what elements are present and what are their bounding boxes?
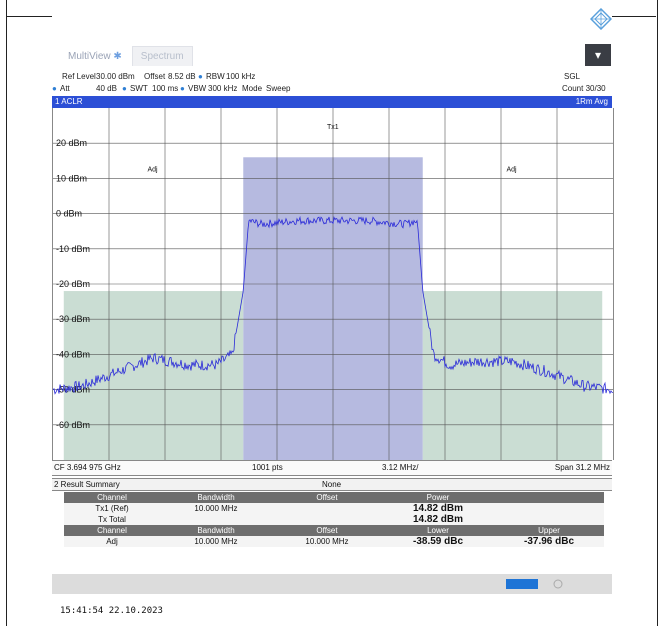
- rbw-value[interactable]: 100 kHz: [226, 72, 256, 81]
- plot-footer: CF 3.694 975 GHz 1001 pts 3.12 MHz/ Span…: [52, 460, 612, 476]
- sgl-indicator: SGL: [564, 72, 581, 81]
- document-frame: [6, 0, 658, 626]
- y-tick-label: -10 dBm: [56, 244, 90, 254]
- table-cell: Channel: [64, 525, 160, 536]
- y-tick-label: 10 dBm: [56, 173, 87, 183]
- tab-star-icon: ✱: [113, 51, 122, 62]
- table-row: Adj 10.000 MHz 10.000 MHz -38.59 dBc -37.96 …: [64, 536, 604, 547]
- adj-channel-band: [422, 291, 603, 460]
- view-tabs: MultiView ✱ Spectrum: [60, 44, 195, 66]
- vbw-value[interactable]: 300 kHz: [208, 84, 238, 93]
- adj-channel-band: [63, 291, 244, 460]
- mode-value[interactable]: Sweep: [266, 84, 291, 93]
- tx-channel-label: Tx1: [327, 124, 339, 131]
- spectrum-trace-line: [53, 215, 613, 395]
- swt-value[interactable]: 100 ms: [152, 84, 179, 93]
- aclr-window-title-bar[interactable]: 1 ACLR 1Rm Avg: [52, 96, 612, 108]
- swt-dot-icon: ●: [122, 84, 127, 93]
- table-cell: Bandwidth: [160, 492, 272, 503]
- table-cell: Tx1 (Ref): [64, 503, 160, 514]
- rbw-label: RBW: [206, 72, 225, 81]
- window-title: 1 ACLR: [55, 97, 83, 106]
- frequency-per-division: 3.12 MHz/: [382, 463, 419, 472]
- table-cell: Power: [382, 492, 494, 503]
- adj-channel-label-left: Adj: [148, 166, 159, 173]
- tab-multiview[interactable]: MultiView ✱: [68, 51, 122, 62]
- table-row: Tx1 (Ref) 10.000 MHz 14.82 dBm: [64, 503, 604, 514]
- y-tick-label: -30 dBm: [56, 314, 90, 324]
- table-cell: Adj: [64, 536, 160, 547]
- table-cell: 14.82 dBm: [382, 503, 494, 514]
- sweep-count: Count 30/30: [562, 84, 606, 93]
- sweep-points: 1001 pts: [252, 463, 283, 472]
- y-tick-label: 20 dBm: [56, 138, 87, 148]
- table-cell: Tx Total: [64, 514, 160, 525]
- table-header-row: Channel Bandwidth Offset Lower Upper: [64, 525, 604, 536]
- y-tick-label: -40 dBm: [56, 349, 90, 359]
- table-cell: 10.000 MHz: [160, 503, 272, 514]
- att-dot-icon: ●: [52, 84, 57, 93]
- offset-label: Offset: [144, 72, 166, 81]
- table-row: Tx Total 14.82 dBm: [64, 514, 604, 525]
- table-cell: 14.82 dBm: [382, 514, 494, 525]
- table-cell: Offset: [272, 525, 382, 536]
- table-cell: [272, 514, 382, 525]
- table-cell: 10.000 MHz: [160, 536, 272, 547]
- table-cell: [494, 514, 604, 525]
- table-cell: -37.96 dBc: [494, 536, 604, 547]
- rohde-schwarz-logo-icon: [590, 8, 612, 30]
- trace-mode-badge: 1Rm Avg: [575, 97, 608, 106]
- y-tick-label: 0 dBm: [56, 209, 82, 219]
- table-cell: Offset: [272, 492, 382, 503]
- y-tick-label: -20 dBm: [56, 279, 90, 289]
- table-cell: Bandwidth: [160, 525, 272, 536]
- table-cell: Channel: [64, 492, 160, 503]
- table-cell: 10.000 MHz: [272, 536, 382, 547]
- spectrum-svg: 20 dBm 10 dBm 0 dBm -10 dBm -20 dBm -30 dBm -4…: [53, 108, 613, 460]
- swt-label: SWT: [130, 84, 148, 93]
- table-cell: [494, 492, 604, 503]
- vbw-dot-icon: ●: [180, 84, 185, 93]
- result-summary-mode: None: [322, 480, 342, 489]
- adj-channel-label-right: Adj: [506, 166, 517, 173]
- table-cell: [272, 503, 382, 514]
- result-summary-header[interactable]: 2 Result Summary None: [52, 478, 612, 491]
- result-table: Channel Bandwidth Offset Power Tx1 (Ref) 10.0…: [64, 492, 604, 547]
- offset-value[interactable]: 8.52 dB: [168, 72, 196, 81]
- mode-label: Mode: [242, 84, 263, 93]
- table-cell: Upper: [494, 525, 604, 536]
- att-label: Att: [60, 84, 70, 93]
- table-cell: -38.59 dBc: [382, 536, 494, 547]
- y-tick-label: -60 dBm: [56, 420, 90, 430]
- ref-level-value[interactable]: 30.00 dBm: [96, 72, 135, 81]
- result-summary-title: 2 Result Summary: [54, 480, 120, 489]
- att-value[interactable]: 40 dB: [96, 84, 117, 93]
- ref-level-label: Ref Level: [62, 72, 96, 81]
- rbw-dot-icon: ●: [198, 72, 203, 81]
- progress-indicator: [506, 579, 538, 589]
- center-frequency: CF 3.694 975 GHz: [54, 463, 121, 472]
- frequency-span: Span 31.2 MHz: [554, 463, 610, 472]
- table-cell: [160, 514, 272, 525]
- result-summary-panel: 2 Result Summary None Channel Bandwidth Of…: [52, 478, 612, 574]
- table-header-row: Channel Bandwidth Offset Power: [64, 492, 604, 503]
- status-bar: [52, 574, 612, 594]
- status-icon: [553, 579, 563, 589]
- tab-spectrum[interactable]: Spectrum: [131, 46, 193, 66]
- table-cell: [494, 503, 604, 514]
- document-timestamp: 15:41:54 22.10.2023: [60, 606, 163, 616]
- table-cell: Lower: [382, 525, 494, 536]
- vbw-label: VBW: [188, 84, 207, 93]
- menu-button[interactable]: ▾: [585, 44, 611, 66]
- spectrum-plot[interactable]: 20 dBm 10 dBm 0 dBm -10 dBm -20 dBm -30 dBm -4…: [52, 108, 614, 460]
